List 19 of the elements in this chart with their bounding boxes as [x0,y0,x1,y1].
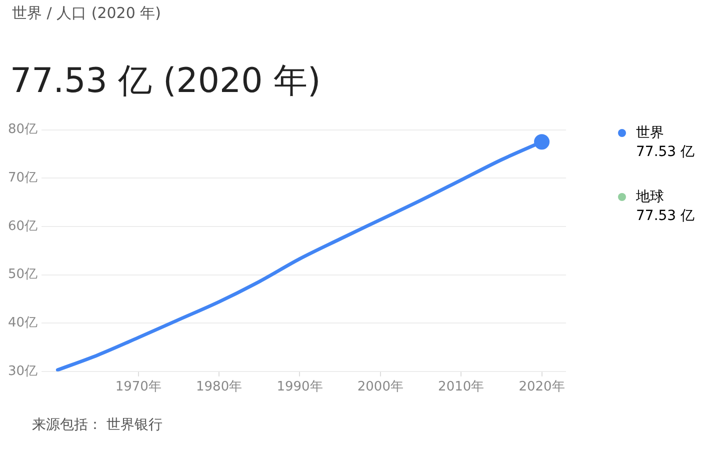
y-tick-label: 30亿 [8,364,38,379]
text: 来源包括： 世界银行 [32,416,162,434]
x-tick-label: 2020年 [518,380,565,395]
y-tick-label: 70亿 [8,170,38,186]
x-tick-label: 2010年 [438,380,484,395]
x-tick-label: 2000年 [357,380,404,395]
legend-label: 世界 [636,124,665,143]
x-tick-label: 1990年 [276,380,323,395]
text: 77.53 亿 [636,143,695,162]
y-tick-label: 50亿 [8,267,38,282]
x-tick-label: 1970年 [115,380,162,395]
x-tick-label: 1980年 [196,380,242,395]
y-tick-label: 80亿 [8,122,38,138]
chart-subtitle: 77.53 亿 (2020 年) [10,60,321,103]
y-tick-label: 60亿 [8,218,38,234]
legend-label: 地球 [636,188,665,207]
text: 77.53 亿 [636,207,695,226]
chart-title: 世界 / 人口 (2020 年) [12,4,162,23]
y-tick-label: 40亿 [8,315,38,330]
